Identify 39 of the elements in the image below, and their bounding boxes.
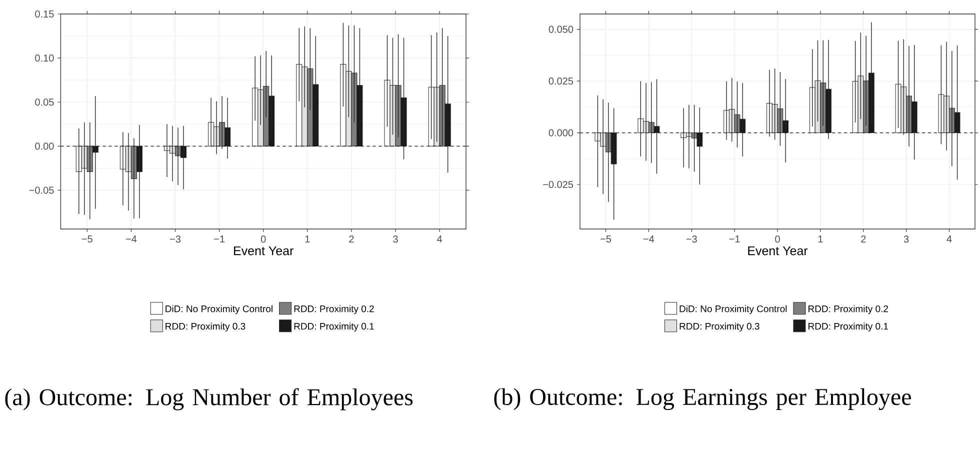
x-tick-label: −3 (170, 236, 181, 243)
text: (a) Outcome: Log Number of Employees (5, 388, 413, 410)
y-tick-label: 0.000 (548, 129, 574, 136)
legend-label: RDD: Proximity 0.1 (294, 322, 374, 332)
y-tick-label: −0.05 (29, 186, 54, 194)
x-tick-label: 1 (818, 236, 823, 242)
x-tick-label: −4 (643, 236, 654, 242)
x-tick-label: 3 (904, 236, 909, 243)
legend-label: DiD: No Proximity Control (680, 305, 787, 314)
y-tick-label: 0.025 (548, 78, 574, 85)
legend-label: RDD: Proximity 0.3 (680, 322, 760, 332)
x-tick-label: 2 (349, 236, 354, 243)
x-tick-label: 0 (260, 236, 266, 243)
x-tick-label: −4 (126, 236, 137, 242)
x-tick-label: −1 (214, 236, 225, 242)
legend-label: RDD: Proximity 0.2 (294, 305, 374, 314)
text: (b) Outcome: Log Earnings per Employee (494, 388, 911, 410)
x-tick-label: −5 (82, 236, 92, 243)
legend-label: RDD: Proximity 0.3 (166, 322, 246, 332)
x-axis-title: Event Year (234, 246, 294, 256)
x-tick-label: 4 (437, 236, 442, 242)
x-tick-label: 4 (946, 236, 952, 242)
x-tick-label: 2 (861, 236, 866, 243)
legend-label: RDD: Proximity 0.2 (808, 305, 888, 314)
y-tick-label: 0.050 (548, 26, 574, 33)
x-tick-label: 1 (305, 236, 310, 242)
x-axis-title: Event Year (748, 246, 808, 256)
legend-label: RDD: Proximity 0.1 (808, 322, 888, 332)
y-tick-label: 0.05 (35, 98, 54, 106)
x-tick-label: 0 (775, 236, 780, 243)
x-tick-label: −5 (600, 236, 612, 243)
y-tick-label: 0.00 (35, 142, 54, 150)
legend-label: DiD: No Proximity Control (166, 305, 272, 314)
x-tick-label: −3 (686, 236, 697, 243)
y-tick-label: −0.025 (543, 180, 574, 188)
x-tick-label: −1 (729, 236, 740, 242)
y-tick-label: 0.15 (35, 10, 54, 18)
y-tick-label: 0.10 (35, 54, 54, 62)
x-tick-label: 3 (393, 236, 398, 243)
